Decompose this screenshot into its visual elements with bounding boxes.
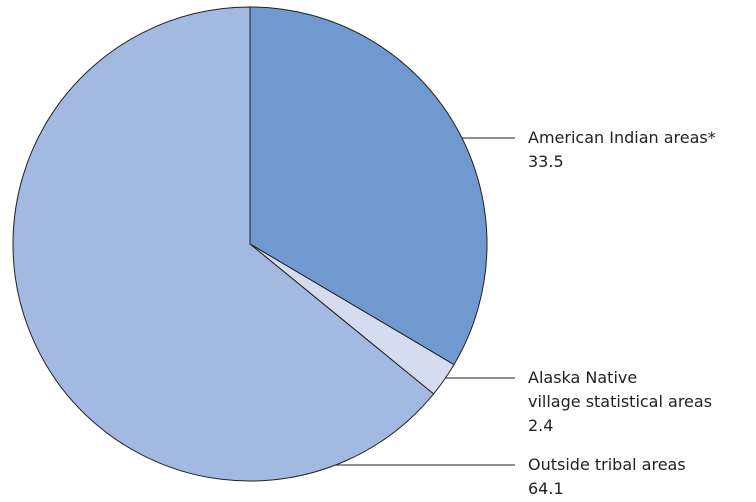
slice-label: Alaska Native village statistical areas 2… [528, 366, 712, 438]
category-label: American Indian areas* [528, 128, 716, 147]
slice-label: Outside tribal areas 64.1 [528, 453, 686, 501]
value-label: 64.1 [528, 479, 564, 498]
category-label: Alaska Native village statistical areas [528, 368, 713, 411]
slice-label: American Indian areas* 33.5 [528, 126, 716, 174]
value-label: 33.5 [528, 152, 564, 171]
value-label: 2.4 [528, 416, 554, 435]
pie-slice [249, 6, 488, 366]
category-label: Outside tribal areas [528, 455, 686, 474]
pie-slice [12, 6, 435, 482]
